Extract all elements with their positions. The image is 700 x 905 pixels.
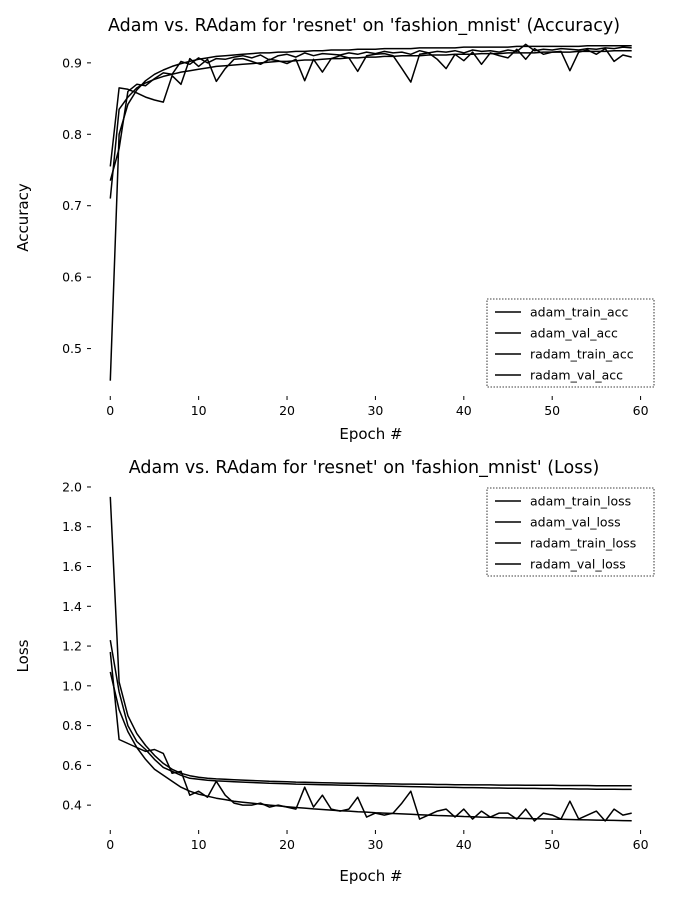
x-tick-label: 60 xyxy=(633,837,649,852)
legend-frame xyxy=(486,298,655,388)
y-tick-label: 0.6 xyxy=(62,758,82,773)
x-tick-label: 10 xyxy=(191,837,207,852)
legend: adam_train_acc adam_val_acc radam_train_ac… xyxy=(486,298,655,388)
y-tick-label: 1.6 xyxy=(62,559,82,574)
x-tick-label: 40 xyxy=(456,837,472,852)
y-tick-label: 0.7 xyxy=(62,198,82,213)
series-line-radam_val_acc xyxy=(109,43,632,181)
y-tick-label: 0.5 xyxy=(62,341,82,356)
y-tick-label: 0.4 xyxy=(62,798,82,813)
x-tick-label: 30 xyxy=(367,403,383,418)
x-tick-label: 20 xyxy=(279,837,295,852)
x-tick-label: 0 xyxy=(106,403,114,418)
loss-chart: Adam vs. RAdam for 'resnet' on 'fashion_… xyxy=(14,458,655,885)
y-tick-label: 2.0 xyxy=(62,479,82,494)
y-tick-label: 0.8 xyxy=(62,718,82,733)
legend-label: adam_train_loss xyxy=(530,494,631,509)
chart-title: Adam vs. RAdam for 'resnet' on 'fashion_… xyxy=(129,458,600,478)
x-tick-label: 10 xyxy=(191,403,207,418)
legend-frame xyxy=(486,487,655,577)
legend-label: adam_val_acc xyxy=(530,326,618,341)
y-tick-label: 0.6 xyxy=(62,270,82,285)
x-tick-label: 50 xyxy=(544,403,560,418)
y-axis-label: Loss xyxy=(14,639,32,672)
y-tick-label: 1.0 xyxy=(62,678,82,693)
x-tick-label: 0 xyxy=(106,837,114,852)
accuracy-chart: Adam vs. RAdam for 'resnet' on 'fashion_… xyxy=(14,16,655,443)
chart-title: Adam vs. RAdam for 'resnet' on 'fashion_… xyxy=(108,16,620,36)
series-line-adam_val_loss xyxy=(109,651,632,822)
legend-label: radam_val_loss xyxy=(530,557,626,572)
x-tick-label: 60 xyxy=(633,403,649,418)
series-line-radam_val_loss xyxy=(109,639,632,791)
legend-label: adam_train_acc xyxy=(530,305,629,320)
x-tick-label: 50 xyxy=(544,837,560,852)
x-tick-label: 20 xyxy=(279,403,295,418)
series-line-adam_train_acc xyxy=(109,49,632,199)
y-tick-label: 0.9 xyxy=(62,55,82,70)
series-line-adam_train_loss xyxy=(109,671,632,822)
y-tick-label: 1.8 xyxy=(62,519,82,534)
y-tick-label: 1.4 xyxy=(62,599,82,614)
x-tick-label: 30 xyxy=(367,837,383,852)
x-axis-label: Epoch # xyxy=(339,867,402,885)
legend-label: radam_train_acc xyxy=(530,347,634,362)
x-tick-label: 40 xyxy=(456,403,472,418)
y-tick-label: 1.2 xyxy=(62,639,82,654)
legend-label: radam_val_acc xyxy=(530,368,623,383)
legend-label: radam_train_loss xyxy=(530,536,636,551)
legend-label: adam_val_loss xyxy=(530,515,621,530)
series-line-radam_train_loss xyxy=(109,496,632,787)
y-tick-label: 0.8 xyxy=(62,127,82,142)
x-axis-label: Epoch # xyxy=(339,425,402,443)
series-line-adam_val_acc xyxy=(109,47,632,167)
legend: adam_train_loss adam_val_loss radam_train_… xyxy=(486,487,655,577)
y-axis-label: Accuracy xyxy=(14,183,32,252)
